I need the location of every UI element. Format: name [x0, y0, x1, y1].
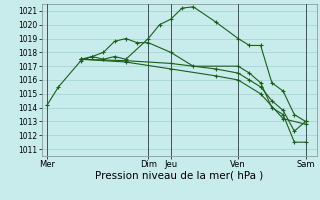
X-axis label: Pression niveau de la mer( hPa ): Pression niveau de la mer( hPa ): [95, 171, 263, 181]
